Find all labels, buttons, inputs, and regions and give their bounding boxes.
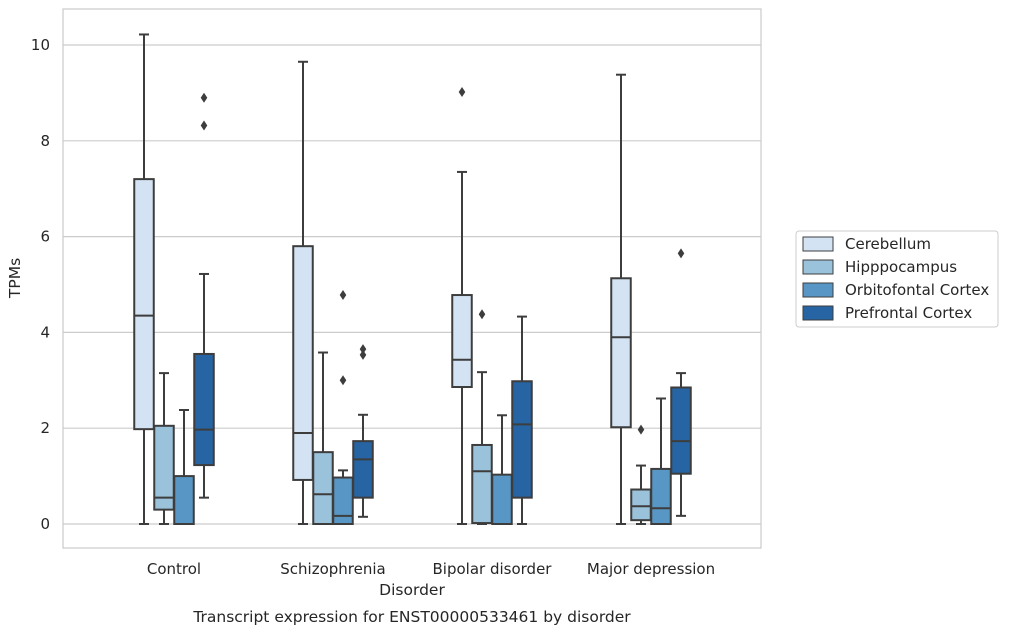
x-tick-labels: Control Schizophrenia Bipolar disorder Majo… <box>147 560 715 578</box>
box-body <box>352 440 374 499</box>
box-body <box>650 467 672 526</box>
legend-label: Cerebellum <box>845 235 931 253</box>
x-tick-label: Schizophrenia <box>280 560 385 578</box>
outlier-point <box>359 344 367 355</box>
legend-label: Orbitofontal Cortex <box>845 281 989 299</box>
x-tick-label: Bipolar disorder <box>433 560 553 578</box>
plot-frame <box>62 8 762 549</box>
y-tick-label: 2 <box>40 419 50 437</box>
box-2-3 <box>650 397 672 526</box>
box-0-0 <box>133 33 155 525</box>
y-axis-title: TPMs <box>6 258 24 299</box>
box-body <box>511 380 533 499</box>
box-body <box>451 294 473 389</box>
outlier-point <box>677 248 685 259</box>
legend-swatch <box>802 282 834 298</box>
box-3-1 <box>352 344 374 518</box>
legend-frame <box>795 230 999 328</box>
y-tick-label: 4 <box>40 323 50 341</box>
legend: Cerebellum Hipppocampus Orbitofontal Corte… <box>795 230 999 328</box>
box-body <box>491 473 513 525</box>
box-0-3 <box>610 73 632 525</box>
y-tick-labels: 0 2 4 6 8 10 <box>31 36 50 533</box>
box-2-1 <box>332 290 354 525</box>
box-body <box>292 245 314 481</box>
box-1-1 <box>312 351 334 525</box>
y-tick-label: 0 <box>40 515 50 533</box>
x-tick-label: Major depression <box>587 560 715 578</box>
box-body <box>610 277 632 429</box>
outlier-point <box>200 120 208 131</box>
legend-swatch <box>802 259 834 275</box>
chart-caption: Transcript expression for ENST0000053346… <box>192 608 631 626</box>
legend-label: Hipppocampus <box>845 258 957 276</box>
box-plot-area <box>133 33 692 526</box>
box-1-3 <box>630 424 652 525</box>
y-tick-label: 10 <box>31 36 50 54</box>
box-2-2 <box>491 414 513 525</box>
box-0-2 <box>451 86 473 525</box>
box-1-2 <box>471 309 493 525</box>
box-body <box>133 178 155 431</box>
legend-swatch <box>802 305 834 321</box>
y-tick-label: 8 <box>40 132 50 150</box>
legend-label: Prefrontal Cortex <box>845 304 972 322</box>
box-body <box>471 443 493 525</box>
outlier-point <box>359 349 367 360</box>
box-body <box>153 424 175 511</box>
outlier-point <box>339 375 347 386</box>
box-2-0 <box>173 408 195 526</box>
x-tick-label: Control <box>147 560 201 578</box>
box-3-2 <box>511 315 533 525</box>
box-body <box>630 488 652 522</box>
outlier-point <box>339 290 347 301</box>
box-0-1 <box>292 60 314 525</box>
outlier-point <box>200 92 208 103</box>
box-1-0 <box>153 372 175 525</box>
box-body <box>670 386 692 475</box>
y-tick-label: 6 <box>40 228 50 246</box>
box-3-3 <box>670 248 692 517</box>
box-3-0 <box>193 92 215 499</box>
box-body <box>193 352 215 467</box>
box-body <box>173 475 195 526</box>
outlier-point <box>637 424 645 435</box>
outlier-point <box>458 86 466 97</box>
box-body <box>332 476 354 525</box>
legend-swatch <box>802 236 834 252</box>
box-body <box>312 451 334 525</box>
x-axis-title: Disorder <box>379 581 445 599</box>
outlier-point <box>478 309 486 320</box>
